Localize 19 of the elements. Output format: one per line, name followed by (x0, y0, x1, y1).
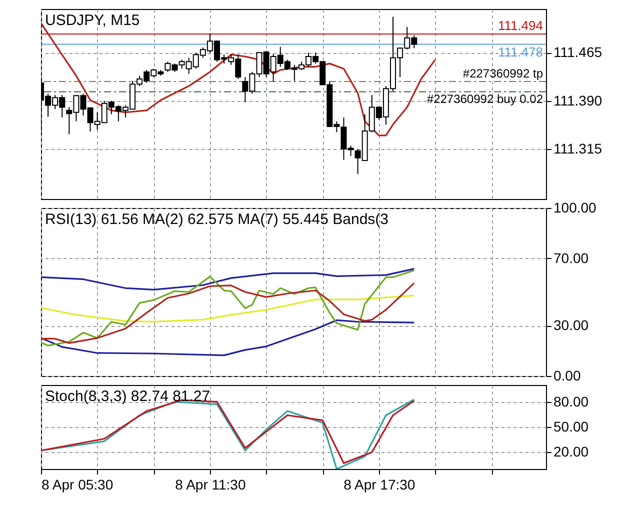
y-tick-label: 70.00 (554, 250, 589, 266)
ref-line-label: 111.478 (498, 44, 543, 60)
y-tick-label: 111.315 (554, 140, 602, 156)
ref-line-label: #227360992 tp (462, 66, 544, 81)
y-tick-label: 30.00 (554, 317, 589, 334)
y-tick-label: 80.00 (554, 393, 589, 410)
x-tick-label: 8 Apr 05:30 (42, 476, 114, 492)
y-tick-label: 20.00 (554, 444, 589, 460)
ref-line-label: #227360992 buy 0.02 (426, 92, 544, 106)
y-tick-label: 111.465 (554, 44, 602, 60)
chart-title: RSI(13) 61.56 MA(2) 62.575 MA(7) 55.445 Bands(3 (45, 211, 389, 228)
ref-line-label: 111.494 (498, 18, 543, 34)
chart-title: USDJPY, M15 (45, 12, 140, 29)
y-tick-label: 50.00 (554, 418, 589, 434)
y-tick-label: 0.00 (554, 368, 581, 384)
y-tick-label: 111.390 (554, 92, 602, 108)
x-tick-label: 8 Apr 17:30 (344, 476, 416, 492)
y-tick-label: 100.00 (554, 200, 597, 216)
x-tick-label: 8 Apr 11:30 (175, 476, 246, 492)
